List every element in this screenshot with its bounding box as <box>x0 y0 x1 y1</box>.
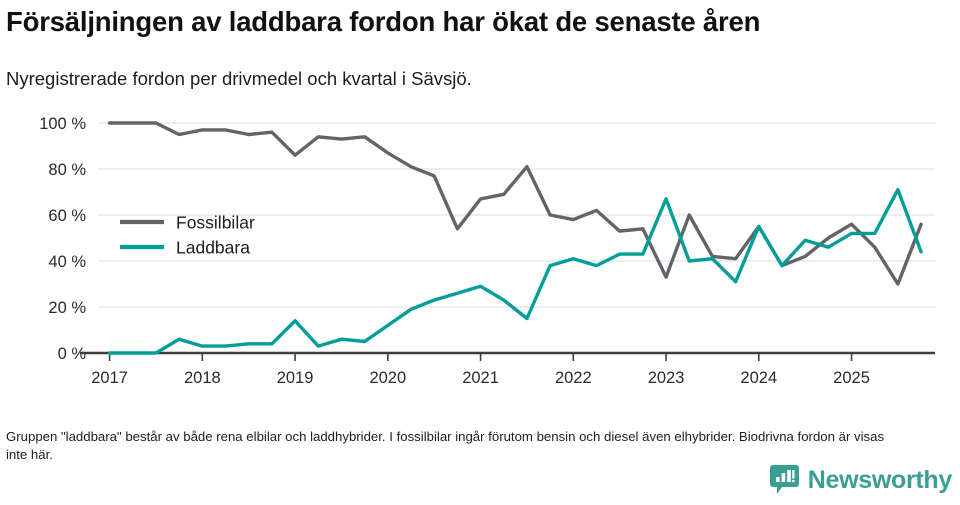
x-axis-tick-labels: 2017 2018 2019 2020 2021 2022 2023 2024 2025 <box>91 369 870 387</box>
newsworthy-branding[interactable]: Newsworthy <box>769 465 953 495</box>
brand-name: Newsworthy <box>807 465 953 494</box>
series-line-laddbara <box>107 187 923 355</box>
page-subtitle: Nyregistrerade fordon per drivmedel och … <box>6 68 472 89</box>
y-tick-label: 80 % <box>48 161 86 179</box>
legend-label: Laddbara <box>176 238 250 258</box>
legend-label: Fossilbilar <box>176 213 255 233</box>
x-tick-label: 2019 <box>277 369 314 387</box>
chart-canvas: 0 % 20 % 40 % 60 % 80 % 100 % 2017 2018 2019 202… <box>39 115 935 387</box>
y-tick-label: 60 % <box>48 207 86 225</box>
x-tick-label: 2025 <box>833 369 870 387</box>
y-axis-tick-labels: 0 % 20 % 40 % 60 % 80 % 100 % <box>39 115 86 363</box>
chart-footnote: Gruppen "laddbara" består av både rena e… <box>6 429 885 463</box>
y-tick-label: 20 % <box>48 299 86 317</box>
x-tick-label: 2017 <box>91 369 128 387</box>
x-tick-label: 2021 <box>462 369 499 387</box>
data-series-lines <box>107 121 923 355</box>
newsworthy-logo-icon <box>769 465 799 495</box>
y-tick-label: 0 % <box>58 345 87 363</box>
y-tick-label: 40 % <box>48 253 86 271</box>
page-title: Försäljningen av laddbara fordon har öka… <box>6 6 761 37</box>
x-axis <box>80 351 935 361</box>
y-tick-label: 100 % <box>39 115 86 133</box>
series-line-fossilbilar <box>107 121 923 286</box>
chart-legend: Fossilbilar Laddbara <box>120 213 255 258</box>
x-tick-label: 2023 <box>648 369 685 387</box>
x-tick-label: 2022 <box>555 369 592 387</box>
x-tick-label: 2018 <box>184 369 221 387</box>
x-tick-label: 2024 <box>740 369 777 387</box>
x-tick-label: 2020 <box>369 369 406 387</box>
line-chart: 0 % 20 % 40 % 60 % 80 % 100 % 2017 2018 2019 202… <box>0 100 960 400</box>
